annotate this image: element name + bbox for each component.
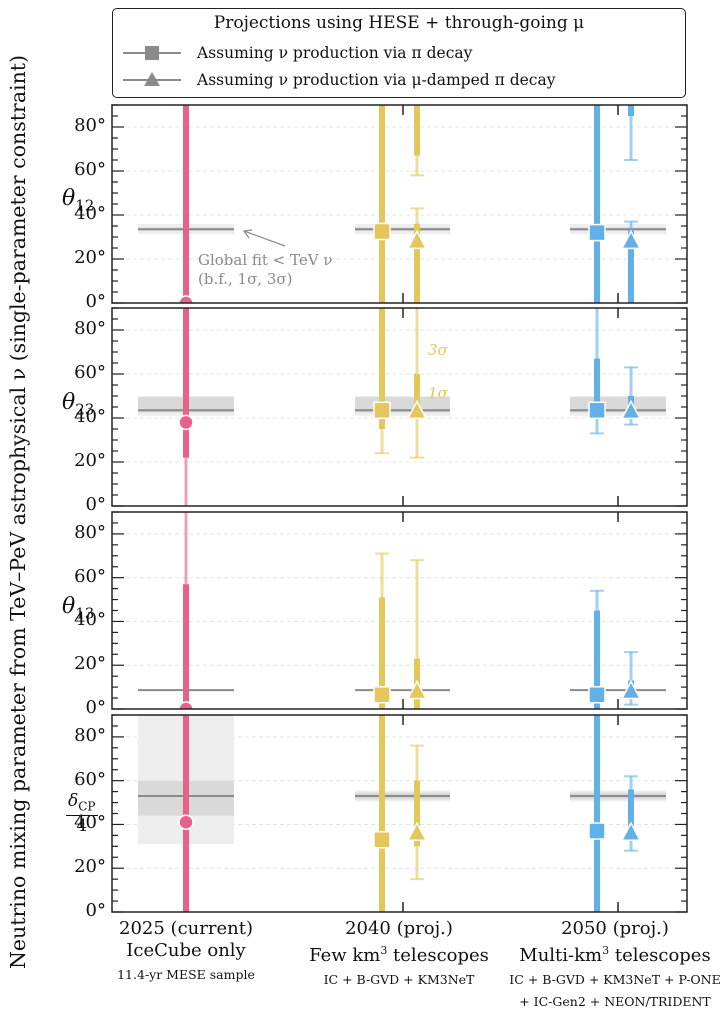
square-marker-icon (123, 46, 181, 60)
y-tick-label: 40° (74, 406, 106, 427)
triangle-marker-icon (123, 72, 181, 86)
y-tick-label: 80° (74, 318, 106, 339)
data-point-square (373, 686, 391, 704)
sigma-1-label: 1σ (428, 384, 448, 402)
y-tick-label: 0° (85, 291, 106, 312)
y-tick-label: 40° (74, 609, 106, 631)
panel-label-deltacp: δCP 4 (66, 791, 98, 837)
data-point-triangle (620, 399, 642, 420)
data-point-square (373, 831, 391, 849)
y-tick-label: 0° (85, 900, 106, 921)
data-point-triangle (620, 679, 642, 700)
y-tick-label: 0° (85, 697, 106, 718)
data-point-square (588, 686, 606, 704)
data-point-triangle (406, 229, 428, 250)
y-tick-label: 20° (74, 450, 106, 471)
y-tick-label: 60° (74, 768, 106, 790)
data-point-square (373, 222, 391, 241)
y-tick-label: 80° (74, 521, 106, 543)
data-point-circle (178, 295, 194, 303)
data-point-square (588, 822, 606, 840)
x-category-2025: 2025 (current) IceCube only 11.4-yr MESE… (117, 918, 255, 982)
y-tick-label: 40° (74, 812, 106, 834)
y-tick-label: 80° (74, 724, 106, 746)
y-tick-label: 60° (74, 362, 106, 383)
global-fit-annotation: Global fit < TeV ν (b.f., 1σ, 3σ) (198, 251, 333, 288)
x-category-2040: 2040 (proj.) Few km3 telescopes IC + B-G… (309, 918, 489, 987)
panel-plot-area-deltaCP (112, 715, 687, 912)
sigma-3-label: 3σ (428, 341, 448, 359)
data-point-triangle (406, 399, 428, 420)
annotation-arrowhead (242, 229, 253, 239)
y-tick-label: 80° (74, 115, 106, 136)
y-tick-label: 60° (74, 159, 106, 180)
data-point-square (588, 223, 606, 242)
data-point-circle (178, 701, 194, 709)
data-point-triangle (620, 229, 642, 250)
legend-title: Projections using HESE + through-going μ (213, 13, 585, 33)
y-tick-label: 20° (74, 856, 106, 878)
data-point-triangle (406, 821, 428, 841)
y-tick-label: 20° (74, 653, 106, 675)
legend-label-triangle: Assuming ν production via μ-damped π dec… (197, 71, 556, 89)
legend: Projections using HESE + through-going μ… (112, 8, 686, 98)
y-tick-label: 60° (74, 565, 106, 587)
y-tick-label: 40° (74, 203, 106, 224)
data-point-triangle (620, 821, 642, 841)
y-axis-label: Neutrino mixing parameter from TeV–PeV a… (6, 54, 30, 970)
panel-frame-theta13 (111, 511, 688, 710)
panel-plot-area-theta13 (112, 512, 687, 709)
y-tick-label: 0° (85, 494, 106, 515)
annotation-arrow (243, 230, 286, 247)
panel-label-theta12: θ12 (62, 186, 95, 215)
data-point-square (588, 401, 606, 420)
data-point-square (373, 401, 391, 420)
data-point-circle (178, 814, 194, 831)
legend-entry-square: Assuming ν production via π decay (121, 42, 472, 64)
data-point-circle (178, 414, 194, 431)
y-tick-label: 20° (74, 247, 106, 268)
panel-plot-area-theta12 (112, 105, 687, 303)
panel-plot-area-theta23 (112, 308, 687, 506)
x-category-2050: 2050 (proj.) Multi-km3 telescopes IC + B… (509, 918, 721, 1009)
legend-entry-triangle: Assuming ν production via μ-damped π dec… (121, 69, 555, 91)
panel-label-theta13: θ13 (62, 594, 95, 623)
panel-label-theta23: θ23 (62, 390, 95, 419)
data-point-triangle (406, 679, 428, 700)
legend-label-square: Assuming ν production via π decay (197, 44, 473, 62)
